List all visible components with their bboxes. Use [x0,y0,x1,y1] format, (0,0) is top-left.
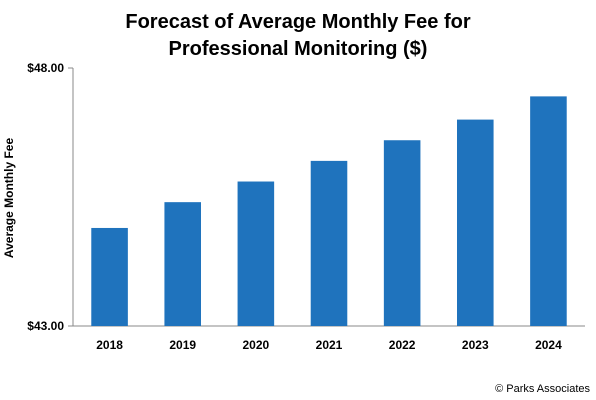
x-tick-label: 2021 [316,338,343,352]
credit-text: © Parks Associates [495,383,590,395]
x-tick-label: 2024 [535,338,562,352]
bar-2024 [530,96,567,326]
bar-2023 [457,119,494,326]
x-tick-label: 2022 [389,338,416,352]
bar-2020 [237,181,275,326]
bar-2019 [164,202,201,326]
bar-2018 [91,227,128,326]
y-tick-label: $48.00 [27,61,64,75]
x-tick-label: 2019 [169,338,196,352]
x-tick-label: 2023 [462,338,489,352]
chart-title-line-1: Forecast of Average Monthly Fee for [125,11,470,33]
bar-2021 [310,160,348,326]
y-axis-label: Average Monthly Fee [2,138,16,259]
x-tick-label: 2020 [243,338,270,352]
y-tick-label: $43.00 [27,319,64,333]
bar-2022 [383,140,421,326]
chart-title-line-2: Professional Monitoring ($) [169,38,428,60]
x-tick-label: 2018 [96,338,123,352]
